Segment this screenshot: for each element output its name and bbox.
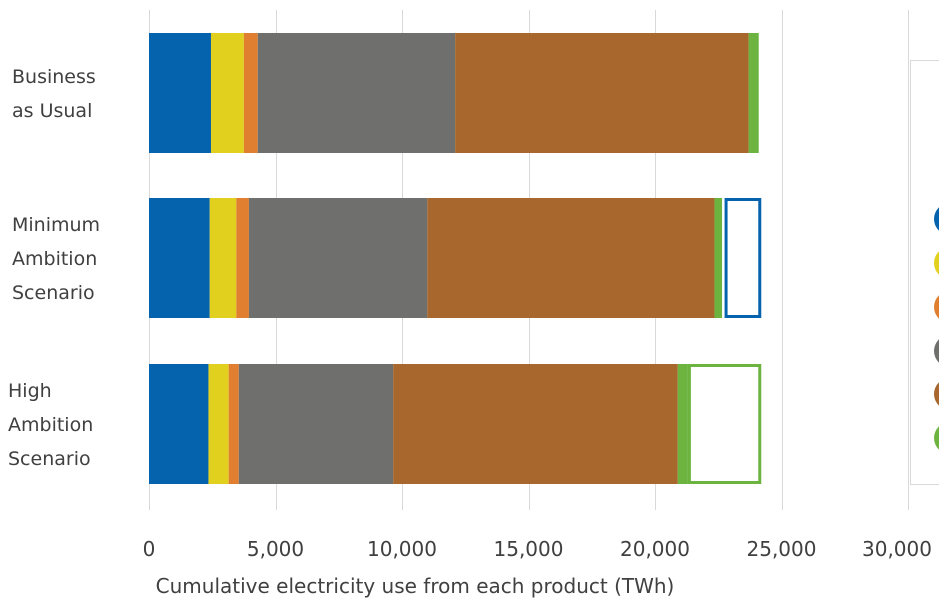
x-tick-label-6: 30,000 xyxy=(862,537,932,561)
category-label-line: High xyxy=(8,380,52,402)
legend-marker-2 xyxy=(934,295,939,319)
bar-segment-0-2 xyxy=(243,33,258,153)
legend-marker-4 xyxy=(934,382,939,406)
savings-outline-0 xyxy=(724,198,762,318)
x-tick-label-1: 5,000 xyxy=(247,537,304,561)
savings-outlines xyxy=(687,198,762,484)
category-label-2: High Ambition Scenario xyxy=(8,380,93,470)
category-label-line: Minimum xyxy=(12,214,100,236)
bar-segment-1-5 xyxy=(714,198,723,318)
legend xyxy=(910,60,939,485)
category-label-line: Scenario xyxy=(12,282,95,304)
bar-segment-0-4 xyxy=(455,33,749,153)
x-tick-label-5: 25,000 xyxy=(747,537,817,561)
category-label-line: Business xyxy=(12,66,96,88)
bar-segment-2-5 xyxy=(677,364,688,484)
savings-outline-1 xyxy=(687,364,762,484)
bar-segment-1-2 xyxy=(236,198,249,318)
bar-segment-0-0 xyxy=(149,33,211,153)
bar-segment-2-1 xyxy=(208,364,229,484)
x-tick-label-2: 10,000 xyxy=(367,537,437,561)
bars xyxy=(149,33,759,484)
category-label-0: Business as Usual xyxy=(12,66,96,122)
x-tick-label-4: 20,000 xyxy=(620,537,690,561)
bar-segment-1-3 xyxy=(248,198,428,318)
category-label-line: Ambition xyxy=(8,414,93,436)
bar-segment-1-1 xyxy=(209,198,237,318)
x-tick-label-3: 15,000 xyxy=(494,537,564,561)
bar-segment-0-1 xyxy=(210,33,244,153)
legend-marker-5 xyxy=(934,426,939,450)
legend-marker-3 xyxy=(934,339,939,363)
category-label-line: Scenario xyxy=(8,448,91,470)
x-tick-label-0: 0 xyxy=(143,537,156,561)
category-label-1: Minimum Ambition Scenario xyxy=(12,214,100,304)
x-tick-labels: 0 5,000 10,000 15,000 20,000 25,000 30,000 xyxy=(143,537,932,561)
bar-segment-0-5 xyxy=(748,33,759,153)
bar-segment-1-0 xyxy=(149,198,210,318)
bar-segment-2-4 xyxy=(393,364,678,484)
category-label-line: Ambition xyxy=(12,248,97,270)
legend-marker-1 xyxy=(934,251,939,275)
legend-frame xyxy=(910,60,939,485)
x-axis-title: Cumulative electricity use from each pro… xyxy=(156,574,675,598)
bar-segment-2-3 xyxy=(238,364,394,484)
category-label-line: as Usual xyxy=(12,100,92,122)
bar-segment-0-3 xyxy=(257,33,456,153)
legend-marker-0 xyxy=(934,207,939,231)
bar-segment-1-4 xyxy=(427,198,715,318)
bar-segment-2-0 xyxy=(149,364,209,484)
bar-segment-2-2 xyxy=(228,364,239,484)
